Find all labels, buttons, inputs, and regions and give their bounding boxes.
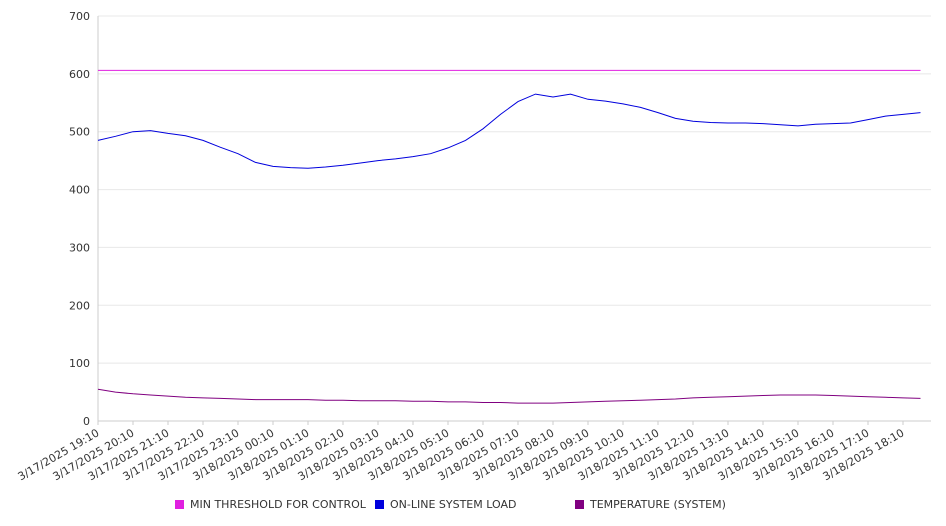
y-tick-label: 100 (69, 357, 90, 370)
legend-swatch-online-system-load (375, 500, 384, 509)
y-tick-label: 0 (83, 415, 90, 428)
y-tick-label: 300 (69, 241, 90, 254)
y-tick-label: 200 (69, 299, 90, 312)
legend-label-online-system-load: ON-LINE SYSTEM LOAD (390, 498, 517, 511)
legend-label-min-threshold: MIN THRESHOLD FOR CONTROL (190, 498, 366, 511)
legend-swatch-min-threshold (175, 500, 184, 509)
legend: MIN THRESHOLD FOR CONTROL ON-LINE SYSTEM… (0, 498, 946, 514)
series-line-2 (97, 388, 921, 404)
x-axis-tick-labels: 3/17/2025 19:103/17/2025 20:103/17/2025 … (16, 421, 907, 483)
y-tick-label: 600 (69, 68, 90, 81)
y-tick-label: 400 (69, 184, 90, 197)
y-tick-label: 500 (69, 126, 90, 139)
legend-item-min-threshold: MIN THRESHOLD FOR CONTROL (175, 498, 366, 511)
series-lines (97, 69, 921, 404)
y-tick-label: 700 (69, 10, 90, 23)
legend-label-temperature: TEMPERATURE (SYSTEM) (590, 498, 726, 511)
gridlines (98, 15, 931, 364)
y-axis-tick-labels: 0 100 200 300 400 500 600 700 (69, 10, 90, 428)
axes (97, 16, 931, 422)
legend-item-online-system-load: ON-LINE SYSTEM LOAD (375, 498, 516, 511)
series-line-1 (97, 93, 921, 169)
legend-swatch-temperature (575, 500, 584, 509)
legend-item-temperature: TEMPERATURE (SYSTEM) (575, 498, 726, 511)
